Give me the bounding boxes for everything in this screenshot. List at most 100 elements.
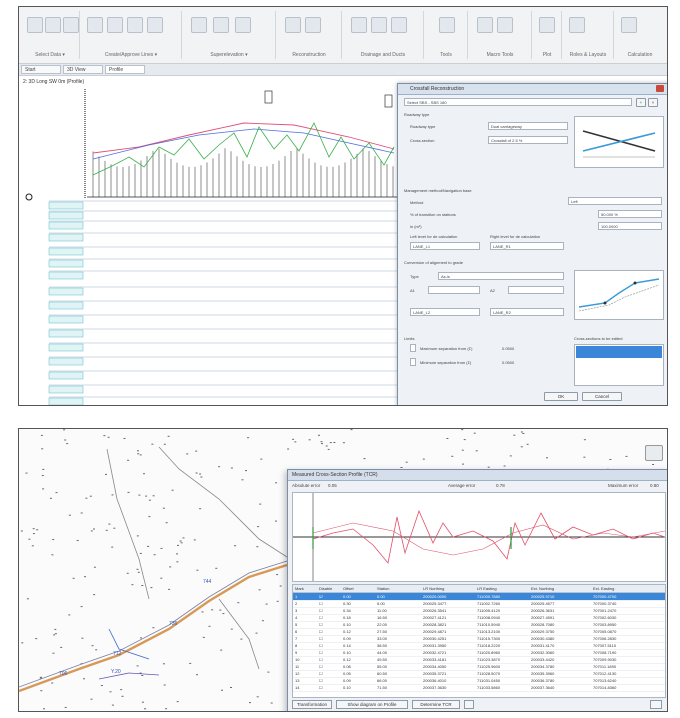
survey-point xyxy=(522,433,525,434)
close-icon[interactable] xyxy=(656,85,664,92)
column-header[interactable]: Ext. Northing xyxy=(531,586,555,591)
drainage-icon[interactable] xyxy=(351,17,367,33)
table-row[interactable]: 8 ☐ 0.14 38.50 200031.3950 711018.2220 200031.… xyxy=(293,642,665,650)
table-row[interactable]: 2 ☐ 0.30 5.00 200025.3477 711002.7260 200025.4… xyxy=(293,600,665,608)
tab-3d-view[interactable]: 3D View xyxy=(63,65,103,74)
survey-point xyxy=(90,530,93,532)
layer-icon[interactable] xyxy=(63,17,79,33)
data-grid[interactable]: Mark Disable Offset Station LR Northing … xyxy=(292,584,666,698)
roles-icon[interactable] xyxy=(569,17,585,33)
table-cell[interactable]: ☐ xyxy=(319,601,323,606)
error-graph[interactable] xyxy=(292,492,666,582)
table-cell[interactable]: ☐ xyxy=(319,608,323,613)
transformation-button[interactable]: Transformation xyxy=(292,700,332,709)
cases-list-selected-item[interactable] xyxy=(576,346,662,358)
table-cell[interactable]: ☐ xyxy=(319,629,323,634)
widening-icon[interactable] xyxy=(235,17,251,33)
table-cell[interactable]: ☑ xyxy=(319,594,323,599)
approve-icon[interactable] xyxy=(107,17,123,33)
left-calc2-select[interactable]: LANE_L2 xyxy=(410,308,480,316)
curve-icon[interactable] xyxy=(127,17,143,33)
table-row[interactable]: 12 ☐ 0.05 60.50 200035.3721 711028.5070 200035… xyxy=(293,670,665,678)
survey-point xyxy=(350,429,353,431)
pipe-icon[interactable] xyxy=(391,17,407,33)
ok-button[interactable]: OK xyxy=(544,392,578,401)
pct-input[interactable]: 50.000 % xyxy=(598,210,662,218)
table-cell[interactable]: ☐ xyxy=(319,650,323,655)
table-row[interactable]: 7 ☐ 0.09 33.00 200030.4251 711015.7300 200030.… xyxy=(293,635,665,643)
table-row[interactable]: 4 ☐ 0.18 16.50 200027.4121 711008.0940 200027.… xyxy=(293,614,665,622)
min-sep-checkbox[interactable] xyxy=(410,358,416,366)
delete-icon[interactable]: × xyxy=(648,98,658,107)
show-diagram-button[interactable]: Show diagram on Profile xyxy=(336,700,408,709)
profile-view[interactable] xyxy=(19,87,399,405)
duct-icon[interactable] xyxy=(371,17,387,33)
a2-input[interactable] xyxy=(508,286,564,294)
column-header[interactable]: LR Easting xyxy=(477,586,497,591)
resize-icon[interactable] xyxy=(650,700,662,709)
reconstruction-icon[interactable] xyxy=(285,17,301,33)
table-cell[interactable]: ☐ xyxy=(319,615,323,620)
table-row[interactable]: 6 ☐ 0.12 27.50 200029.4871 711013.2100 200029.… xyxy=(293,628,665,636)
max-sep-checkbox[interactable] xyxy=(410,344,416,352)
survey-point xyxy=(165,708,168,710)
type-select[interactable]: As-is xyxy=(438,272,564,280)
column-header[interactable]: Ext. Easting xyxy=(593,586,615,591)
table-row[interactable]: 11 ☐ 0.08 55.00 200034.4050 711025.9600 200034… xyxy=(293,663,665,671)
sbs-select[interactable]: Select SBS - SBS 180 xyxy=(404,98,632,106)
table-cell[interactable]: ☐ xyxy=(319,643,323,648)
select-icon[interactable] xyxy=(27,17,43,33)
table-row[interactable]: 14 ☐ 0.10 71.50 200037.3630 711033.5860 200037… xyxy=(293,684,665,692)
left-calc-select[interactable]: LANE_L1 xyxy=(410,242,480,250)
filter-icon[interactable] xyxy=(45,17,61,33)
table-cell[interactable]: ☐ xyxy=(319,657,323,662)
add-icon[interactable]: + xyxy=(636,98,646,107)
determine-tcr-button[interactable]: Determine TCR xyxy=(412,700,460,709)
line-icon[interactable] xyxy=(87,17,103,33)
table-cell[interactable]: ☐ xyxy=(319,685,323,690)
a1-input[interactable] xyxy=(428,286,480,294)
table-cell[interactable]: ☐ xyxy=(319,636,323,641)
column-header[interactable]: Disable xyxy=(319,586,333,591)
macro-icon[interactable] xyxy=(477,17,493,33)
right-calc-select[interactable]: LANE_R1 xyxy=(490,242,564,250)
table-row[interactable]: 1 ☑ 0.00 0.00 200020.0000 711000.7880 200025.9… xyxy=(293,593,665,601)
method-select[interactable]: Left xyxy=(568,197,662,205)
table-cell: 707012.4130 xyxy=(593,671,617,676)
plot-icon[interactable] xyxy=(539,17,555,33)
table-row[interactable]: 13 ☐ 0.09 66.00 200036.4010 711031.0450 200036… xyxy=(293,677,665,685)
a1-label: A1 xyxy=(410,288,415,293)
superelevation-icon[interactable] xyxy=(191,17,207,33)
tools-icon[interactable] xyxy=(439,17,455,33)
column-header[interactable]: Station xyxy=(377,586,390,591)
table-cell[interactable]: ☐ xyxy=(319,678,323,683)
script-icon[interactable] xyxy=(497,17,513,33)
edit-icon[interactable] xyxy=(147,17,163,33)
crossfall-icon[interactable] xyxy=(213,17,229,33)
reconstruct-profile-icon[interactable] xyxy=(305,17,321,33)
column-header[interactable]: Mark xyxy=(295,586,304,591)
table-cell[interactable]: ☐ xyxy=(319,622,323,627)
column-header[interactable]: Offset xyxy=(343,586,354,591)
survey-point xyxy=(200,476,203,478)
tab-start[interactable]: Start xyxy=(21,65,61,74)
table-row[interactable]: 10 ☐ 0.12 49.50 200033.4181 711023.3870 200033… xyxy=(293,656,665,664)
table-cell[interactable]: ☐ xyxy=(319,664,323,669)
right-calc2-select[interactable]: LANE_R2 xyxy=(490,308,564,316)
table-cell[interactable]: ☐ xyxy=(319,671,323,676)
column-header[interactable]: LR Northing xyxy=(423,586,445,591)
map-settings-icon[interactable] xyxy=(645,445,663,461)
window-title: Measured Cross-Section Profile (TCR) xyxy=(292,472,378,478)
export-icon[interactable] xyxy=(464,700,474,709)
tab-profile[interactable]: Profile xyxy=(105,65,145,74)
calculation-icon[interactable] xyxy=(621,17,637,33)
ln-input[interactable]: 100.0000 xyxy=(598,222,662,230)
table-row[interactable]: 9 ☐ 0.10 44.00 200032.4721 711020.8960 200032.… xyxy=(293,649,665,657)
table-row[interactable]: 5 ☐ 0.10 22.00 200028.3821 711010.5940 200028.… xyxy=(293,621,665,629)
cross-section-select[interactable]: Crossfall of 2.5 % xyxy=(488,136,568,144)
roadway-type-select[interactable]: Dual carriageway xyxy=(488,122,568,130)
cancel-button[interactable]: Cancel xyxy=(582,392,622,401)
survey-point xyxy=(81,637,84,639)
table-row[interactable]: 3 ☐ 0.34 11.00 200026.3541 711005.4120 200026.… xyxy=(293,607,665,615)
cases-list[interactable] xyxy=(574,344,664,386)
